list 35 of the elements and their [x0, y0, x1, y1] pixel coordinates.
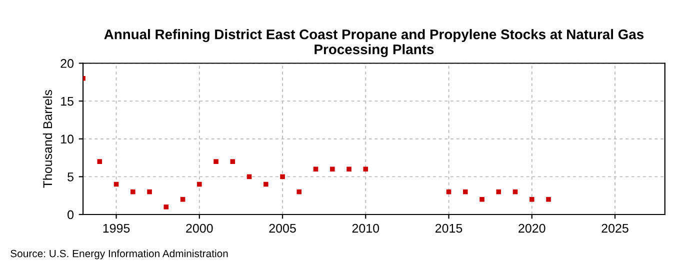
- chart-title: Annual Refining District East Coast Propane and Propylene Stocks at Natural Gas Processing Plants: [104, 29, 644, 58]
- y-tick-label: 15: [61, 96, 74, 106]
- y-axis-title: Thousand Barrels: [42, 90, 52, 188]
- point: [196, 182, 202, 187]
- x-tick-label: 1995: [103, 224, 130, 233]
- point: [480, 196, 484, 202]
- point: [147, 189, 152, 194]
- point: [330, 166, 335, 172]
- x-tick-label: 2000: [186, 224, 213, 233]
- point: [462, 189, 468, 194]
- point: [230, 159, 236, 164]
- point: [263, 182, 268, 187]
- x-tick-label: 2020: [518, 224, 546, 233]
- x-tick-label: 2025: [602, 224, 628, 233]
- y-tick-label: 20: [60, 59, 74, 68]
- point: [97, 159, 102, 164]
- point: [214, 159, 218, 164]
- point: [529, 196, 534, 202]
- y-tick-label: 0: [68, 210, 74, 220]
- point: [496, 189, 502, 194]
- y-tick-label: 5: [68, 172, 74, 182]
- point: [296, 189, 302, 194]
- x-tick-label: 2015: [435, 224, 462, 233]
- point: [363, 166, 368, 172]
- point: [346, 166, 352, 172]
- point: [130, 189, 136, 194]
- point: [280, 174, 285, 180]
- x-tick-label: 2010: [352, 224, 380, 233]
- y-tick-label: 10: [61, 134, 74, 144]
- point: [180, 196, 186, 202]
- x-tick-label: 2005: [269, 224, 296, 233]
- point: [546, 196, 551, 202]
- point: [164, 204, 169, 210]
- source-note: Source: U.S. Energy Information Administration: [10, 250, 228, 260]
- point: [313, 166, 318, 172]
